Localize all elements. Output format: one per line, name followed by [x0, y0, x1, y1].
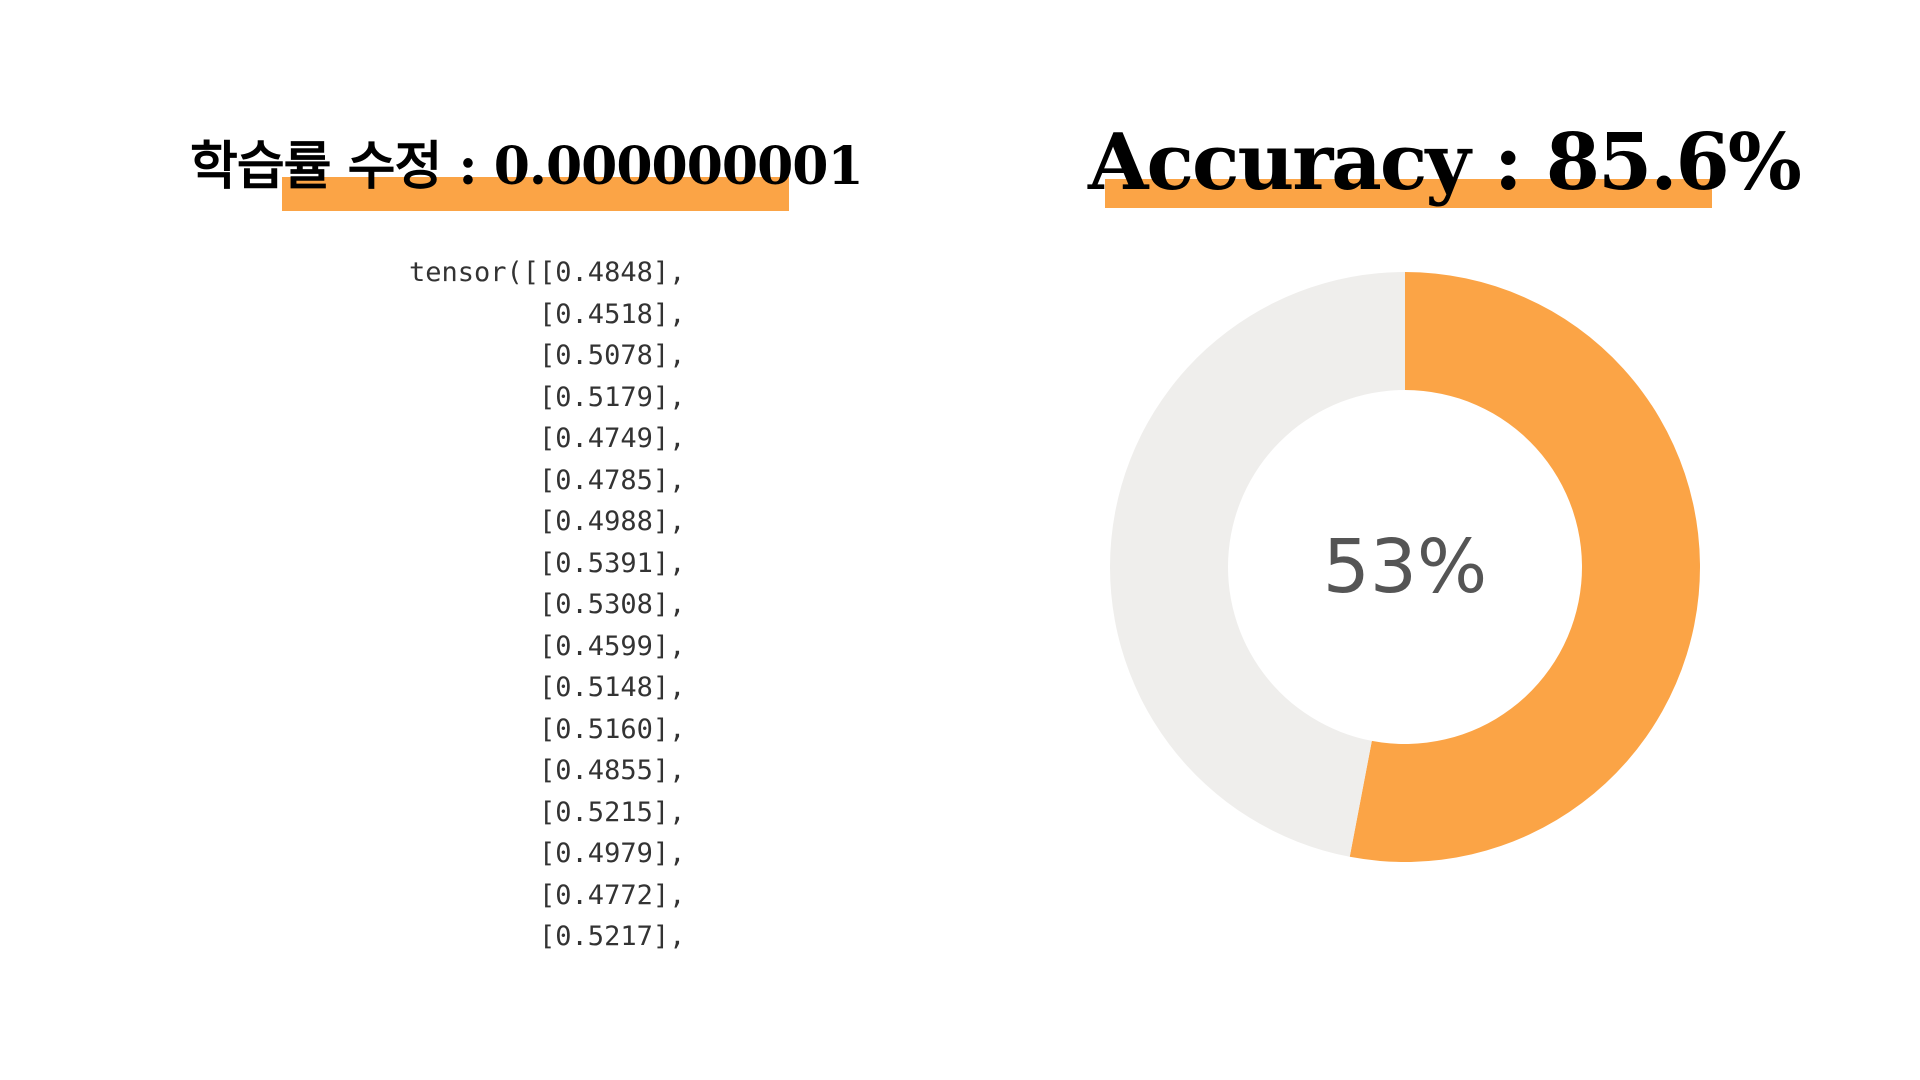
tensor-line: [0.4518],: [409, 298, 686, 330]
right-title-highlight: [1105, 179, 1712, 208]
tensor-line: [0.4855],: [409, 755, 686, 786]
donut-chart-svg: [1110, 272, 1700, 862]
tensor-line: [0.4772],: [409, 879, 686, 911]
tensor-line: [0.5217],: [409, 921, 686, 952]
tensor-line: [0.4785],: [409, 464, 686, 496]
donut-slice-value: [1349, 272, 1700, 862]
donut-chart: 53%: [1110, 272, 1700, 862]
tensor-line: [0.4979],: [409, 838, 686, 869]
tensor-line: [0.5308],: [409, 589, 686, 620]
tensor-line: [0.5078],: [409, 340, 686, 371]
accuracy-title: Accuracy : 85.6%: [1088, 117, 1802, 208]
left-title-highlight: [282, 177, 789, 211]
tensor-line: [0.4988],: [409, 506, 686, 537]
tensor-line: tensor([[0.4848],: [409, 257, 686, 288]
tensor-line: [0.5391],: [409, 547, 686, 579]
tensor-line: [0.5215],: [409, 796, 686, 828]
learning-rate-title: 학습률 수정 : 0.000000001: [190, 136, 864, 197]
donut-slice-remainder: [1110, 272, 1405, 857]
tensor-line: [0.4749],: [409, 423, 686, 454]
tensor-line: [0.5179],: [409, 381, 686, 413]
tensor-line: [0.5148],: [409, 672, 686, 703]
tensor-output: tensor([[0.4848], [0.4518], [0.5078], [0…: [409, 252, 685, 958]
tensor-line: [0.4599],: [409, 630, 686, 662]
tensor-line: [0.5160],: [409, 713, 686, 745]
